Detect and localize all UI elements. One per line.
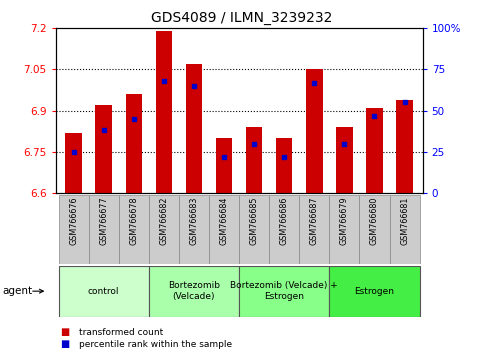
Text: GSM766687: GSM766687 [310,197,319,245]
Text: percentile rank within the sample: percentile rank within the sample [79,339,232,349]
Bar [366,108,383,193]
Bar [396,99,413,193]
Text: GSM766678: GSM766678 [129,197,138,245]
Bar [126,94,142,193]
Bar [96,105,112,193]
Bar [389,195,420,264]
Text: GSM766681: GSM766681 [400,197,409,245]
Text: GSM766686: GSM766686 [280,197,289,245]
Text: Bortezomib
(Velcade): Bortezomib (Velcade) [168,281,220,301]
Bar [179,195,209,264]
Text: transformed count: transformed count [79,327,163,337]
Text: GSM766680: GSM766680 [370,197,379,245]
Text: GSM766679: GSM766679 [340,197,349,245]
Text: agent: agent [2,286,32,296]
Text: GSM766685: GSM766685 [250,197,258,245]
Bar [239,266,329,317]
Bar [89,195,119,264]
Bar [269,195,299,264]
Text: GSM766684: GSM766684 [220,197,228,245]
Bar [185,64,202,193]
Bar [216,138,232,193]
Text: GSM766677: GSM766677 [99,197,108,245]
Bar [209,195,239,264]
Bar [156,31,172,193]
Bar [65,132,82,193]
Text: GSM766676: GSM766676 [69,197,78,245]
Bar [149,266,239,317]
Bar [58,266,149,317]
Text: GDS4089 / ILMN_3239232: GDS4089 / ILMN_3239232 [151,11,332,25]
Bar [239,195,269,264]
Text: ■: ■ [60,327,70,337]
Text: Estrogen: Estrogen [355,287,395,296]
Bar [329,266,420,317]
Text: GSM766682: GSM766682 [159,197,169,245]
Bar [359,195,389,264]
Bar [276,138,293,193]
Text: control: control [88,287,119,296]
Bar [246,127,262,193]
Bar [306,69,323,193]
Bar [119,195,149,264]
Text: ■: ■ [60,339,70,349]
Bar [149,195,179,264]
Bar [299,195,329,264]
Text: GSM766683: GSM766683 [189,197,199,245]
Text: Bortezomib (Velcade) +
Estrogen: Bortezomib (Velcade) + Estrogen [230,281,338,301]
Bar [58,195,89,264]
Bar [336,127,353,193]
Bar [329,195,359,264]
